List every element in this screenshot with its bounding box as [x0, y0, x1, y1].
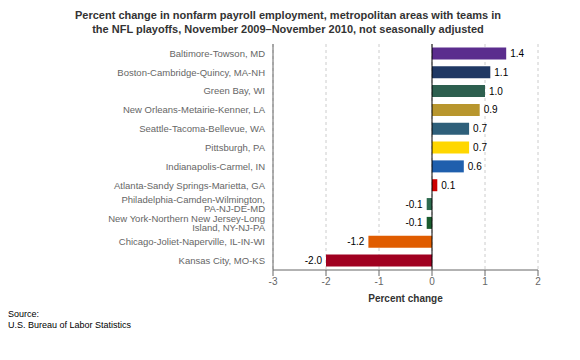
svg-text:New Orleans-Metairie-Kenner, L: New Orleans-Metairie-Kenner, LA	[123, 104, 266, 115]
svg-text:1.4: 1.4	[510, 48, 524, 59]
svg-text:0.1: 0.1	[441, 180, 455, 191]
svg-text:New York-Northern New Jersey-L: New York-Northern New Jersey-LongIsland,…	[108, 213, 265, 234]
svg-text:-3: -3	[269, 276, 278, 287]
svg-text:Boston-Cambridge-Quincy, MA-NH: Boston-Cambridge-Quincy, MA-NH	[117, 67, 265, 78]
html-text:Source:: Source:	[8, 309, 39, 319]
svg-text:Chicago-Joliet-Naperville, IL-: Chicago-Joliet-Naperville, IL-IN-WI	[119, 236, 265, 247]
html-text:Percent change in nonfarm payr: Percent change in nonfarm payroll employ…	[75, 9, 501, 21]
svg-text:Atlanta-Sandy Springs-Marietta: Atlanta-Sandy Springs-Marietta, GA	[114, 180, 266, 191]
html-text:the NFL playoffs, November 200: the NFL playoffs, November 2009–November…	[92, 23, 484, 35]
html-text:U.S. Bureau of Labor Statistic: U.S. Bureau of Labor Statistics	[8, 320, 132, 330]
svg-text:0.9: 0.9	[484, 104, 498, 115]
svg-text:-2: -2	[322, 276, 331, 287]
svg-text:-1: -1	[375, 276, 384, 287]
svg-text:Baltimore-Towson, MD: Baltimore-Towson, MD	[169, 48, 265, 59]
svg-text:2: 2	[535, 276, 541, 287]
svg-text:Indianapolis-Carmel, IN: Indianapolis-Carmel, IN	[166, 161, 265, 172]
svg-text:Philadelphia-Camden-Wilmington: Philadelphia-Camden-Wilmington,PA-NJ-DE-…	[121, 194, 265, 215]
svg-text:-1.2: -1.2	[347, 236, 365, 247]
svg-text:Kansas City, MO-KS: Kansas City, MO-KS	[179, 255, 265, 266]
svg-text:0: 0	[429, 276, 435, 287]
svg-text:-2.0: -2.0	[305, 255, 323, 266]
svg-text:Green Bay, WI: Green Bay, WI	[203, 85, 265, 96]
svg-text:1: 1	[482, 276, 488, 287]
svg-text:Pittsburgh, PA: Pittsburgh, PA	[205, 142, 266, 153]
svg-text:0.6: 0.6	[468, 161, 482, 172]
svg-text:-0.1: -0.1	[405, 199, 423, 210]
svg-text:1.1: 1.1	[494, 67, 508, 78]
svg-text:1.0: 1.0	[489, 86, 503, 97]
svg-text:-0.1: -0.1	[405, 217, 423, 228]
svg-text:Seattle-Tacoma-Bellevue, WA: Seattle-Tacoma-Bellevue, WA	[139, 123, 266, 134]
svg-text:0.7: 0.7	[473, 142, 487, 153]
svg-text:0.7: 0.7	[473, 123, 487, 134]
html-text:Percent change: Percent change	[368, 293, 443, 304]
